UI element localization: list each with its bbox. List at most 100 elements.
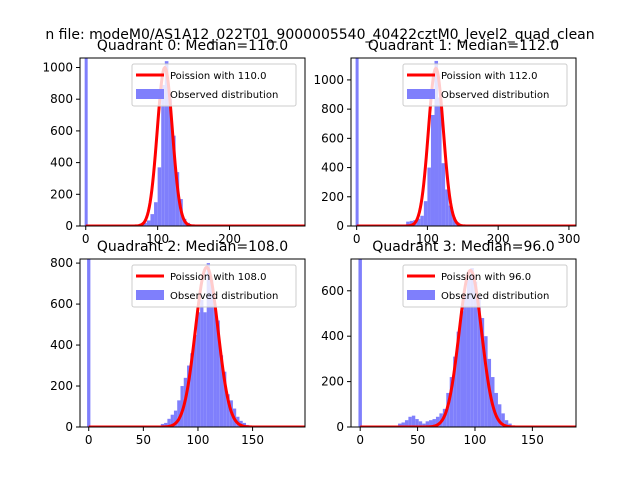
- y-tick-label: 400: [50, 156, 73, 170]
- subplot-quadrant-2: 0 50 100 150 0 200 400 600 800 Quadrant 2: Median…: [50, 239, 306, 447]
- histogram-bar-zero-spike: [355, 58, 359, 226]
- histogram-bar: [430, 114, 435, 226]
- legend-bar-swatch: [136, 290, 164, 300]
- histogram-bar: [434, 60, 439, 226]
- histogram-bar: [441, 163, 446, 226]
- y-tick-label: 1000: [313, 73, 344, 87]
- histogram-bar: [449, 377, 454, 427]
- axes-frame: [79, 57, 306, 227]
- histogram-bar: [460, 311, 464, 427]
- figure-suptitle: n file: modeM0/AS1A12_022T01_9000005540_…: [45, 27, 594, 43]
- poisson-curve: [88, 265, 305, 427]
- legend-label-observed: Observed distribution: [170, 291, 278, 302]
- x-tick-label: 0: [356, 433, 364, 447]
- legend-label-poisson: Poission with 108.0: [170, 272, 266, 283]
- histogram-bar: [452, 217, 456, 226]
- legend: Poission with 112.0 Observed distribution: [402, 63, 568, 107]
- histogram-bar: [398, 423, 402, 427]
- histogram-bar: [438, 97, 442, 226]
- axes-frame: [350, 57, 577, 227]
- histogram-bar: [425, 421, 430, 427]
- y-tick-label: 200: [50, 187, 73, 201]
- histogram-bar: [406, 221, 410, 226]
- histogram-bar: [167, 418, 171, 427]
- plot-area: [87, 259, 305, 427]
- histogram-bar-zero-spike: [358, 259, 362, 427]
- y-tick-label: 600: [321, 131, 344, 145]
- histogram-bar: [473, 281, 478, 427]
- subplot-title: Quadrant 0: Median=110.0: [97, 38, 288, 54]
- y-tick-label: 800: [50, 92, 73, 106]
- legend-bar-swatch: [407, 89, 435, 99]
- histogram-bar: [456, 331, 461, 427]
- x-tick-label: 50: [410, 433, 425, 447]
- histogram-bar: [150, 214, 155, 226]
- y-tick-label: 200: [50, 379, 73, 393]
- subplot-title: Quadrant 2: Median=108.0: [97, 239, 288, 255]
- legend-label-poisson: Poission with 112.0: [441, 71, 537, 82]
- axes-frame: [79, 258, 306, 428]
- x-tick-label: 200: [487, 232, 510, 246]
- x-tick-label: 100: [416, 232, 439, 246]
- legend-bar-swatch: [136, 89, 164, 99]
- histogram-bar: [501, 413, 505, 427]
- histogram-bar: [196, 312, 201, 427]
- y-tick-label: 400: [321, 161, 344, 175]
- histogram-bar: [480, 318, 485, 427]
- histogram-bar: [161, 84, 165, 226]
- y-tick-label: 800: [321, 102, 344, 116]
- histogram-bar: [226, 394, 230, 427]
- subplot-title: Quadrant 3: Median=96.0: [372, 239, 554, 255]
- histogram-bar: [170, 414, 174, 427]
- x-tick-label: 300: [557, 232, 580, 246]
- histogram-bar: [494, 392, 498, 427]
- y-tick-label: 600: [50, 124, 73, 138]
- x-tick-label: 150: [521, 433, 544, 447]
- subplot-quadrant-0: 0 100 200 0 200 400 600 800 1000 Quadrant 0: Medi…: [42, 38, 306, 246]
- histogram-bar: [409, 220, 414, 226]
- legend: Poission with 108.0 Observed distribution: [131, 264, 297, 308]
- y-tick-label: 200: [321, 375, 344, 389]
- histogram-bar: [164, 61, 169, 226]
- legend-label-observed: Observed distribution: [441, 291, 549, 302]
- histogram-bar: [203, 312, 207, 427]
- legend: Poission with 110.0 Observed distribution: [131, 63, 297, 107]
- histogram-bar: [453, 356, 457, 427]
- histogram-bar-zero-spike: [84, 58, 88, 226]
- y-tick-label: 400: [321, 329, 344, 343]
- legend-box: [131, 264, 297, 308]
- histogram-bar: [193, 334, 197, 427]
- histogram-bar: [415, 419, 419, 427]
- histogram-bar: [448, 205, 453, 226]
- histogram-bar: [432, 419, 436, 427]
- histogram-bar: [143, 222, 147, 226]
- histogram-bar: [423, 201, 428, 226]
- histogram-bar: [427, 167, 431, 226]
- legend-label-poisson: Poission with 96.0: [441, 272, 531, 283]
- histogram-bar-zero-spike: [87, 259, 91, 427]
- subplot-quadrant-3: 0 50 100 150 0 200 400 600 Quadrant 3: Median=96…: [321, 239, 577, 447]
- histogram-bar: [206, 263, 210, 427]
- histogram-bar: [177, 400, 181, 427]
- histogram-bar: [429, 420, 433, 427]
- histogram-bar: [411, 415, 416, 427]
- legend-label-poisson: Poission with 110.0: [170, 71, 266, 82]
- legend-bar-swatch: [407, 290, 435, 300]
- histogram-bar: [445, 189, 449, 226]
- histogram-bar: [187, 365, 191, 427]
- histogram-bar: [504, 420, 509, 427]
- x-tick-label: 150: [241, 433, 264, 447]
- histogram-bar: [175, 172, 180, 226]
- histogram-bar: [213, 304, 217, 427]
- y-tick-label: 400: [50, 338, 73, 352]
- histogram-bar: [463, 295, 467, 427]
- legend-label-observed: Observed distribution: [441, 90, 549, 101]
- histogram-bar: [157, 167, 162, 226]
- y-tick-label: 200: [321, 190, 344, 204]
- histogram-bar: [172, 135, 176, 226]
- histogram-bar: [223, 371, 227, 427]
- histogram-bar: [216, 320, 220, 427]
- legend-box: [131, 63, 297, 107]
- x-tick-label: 50: [136, 433, 151, 447]
